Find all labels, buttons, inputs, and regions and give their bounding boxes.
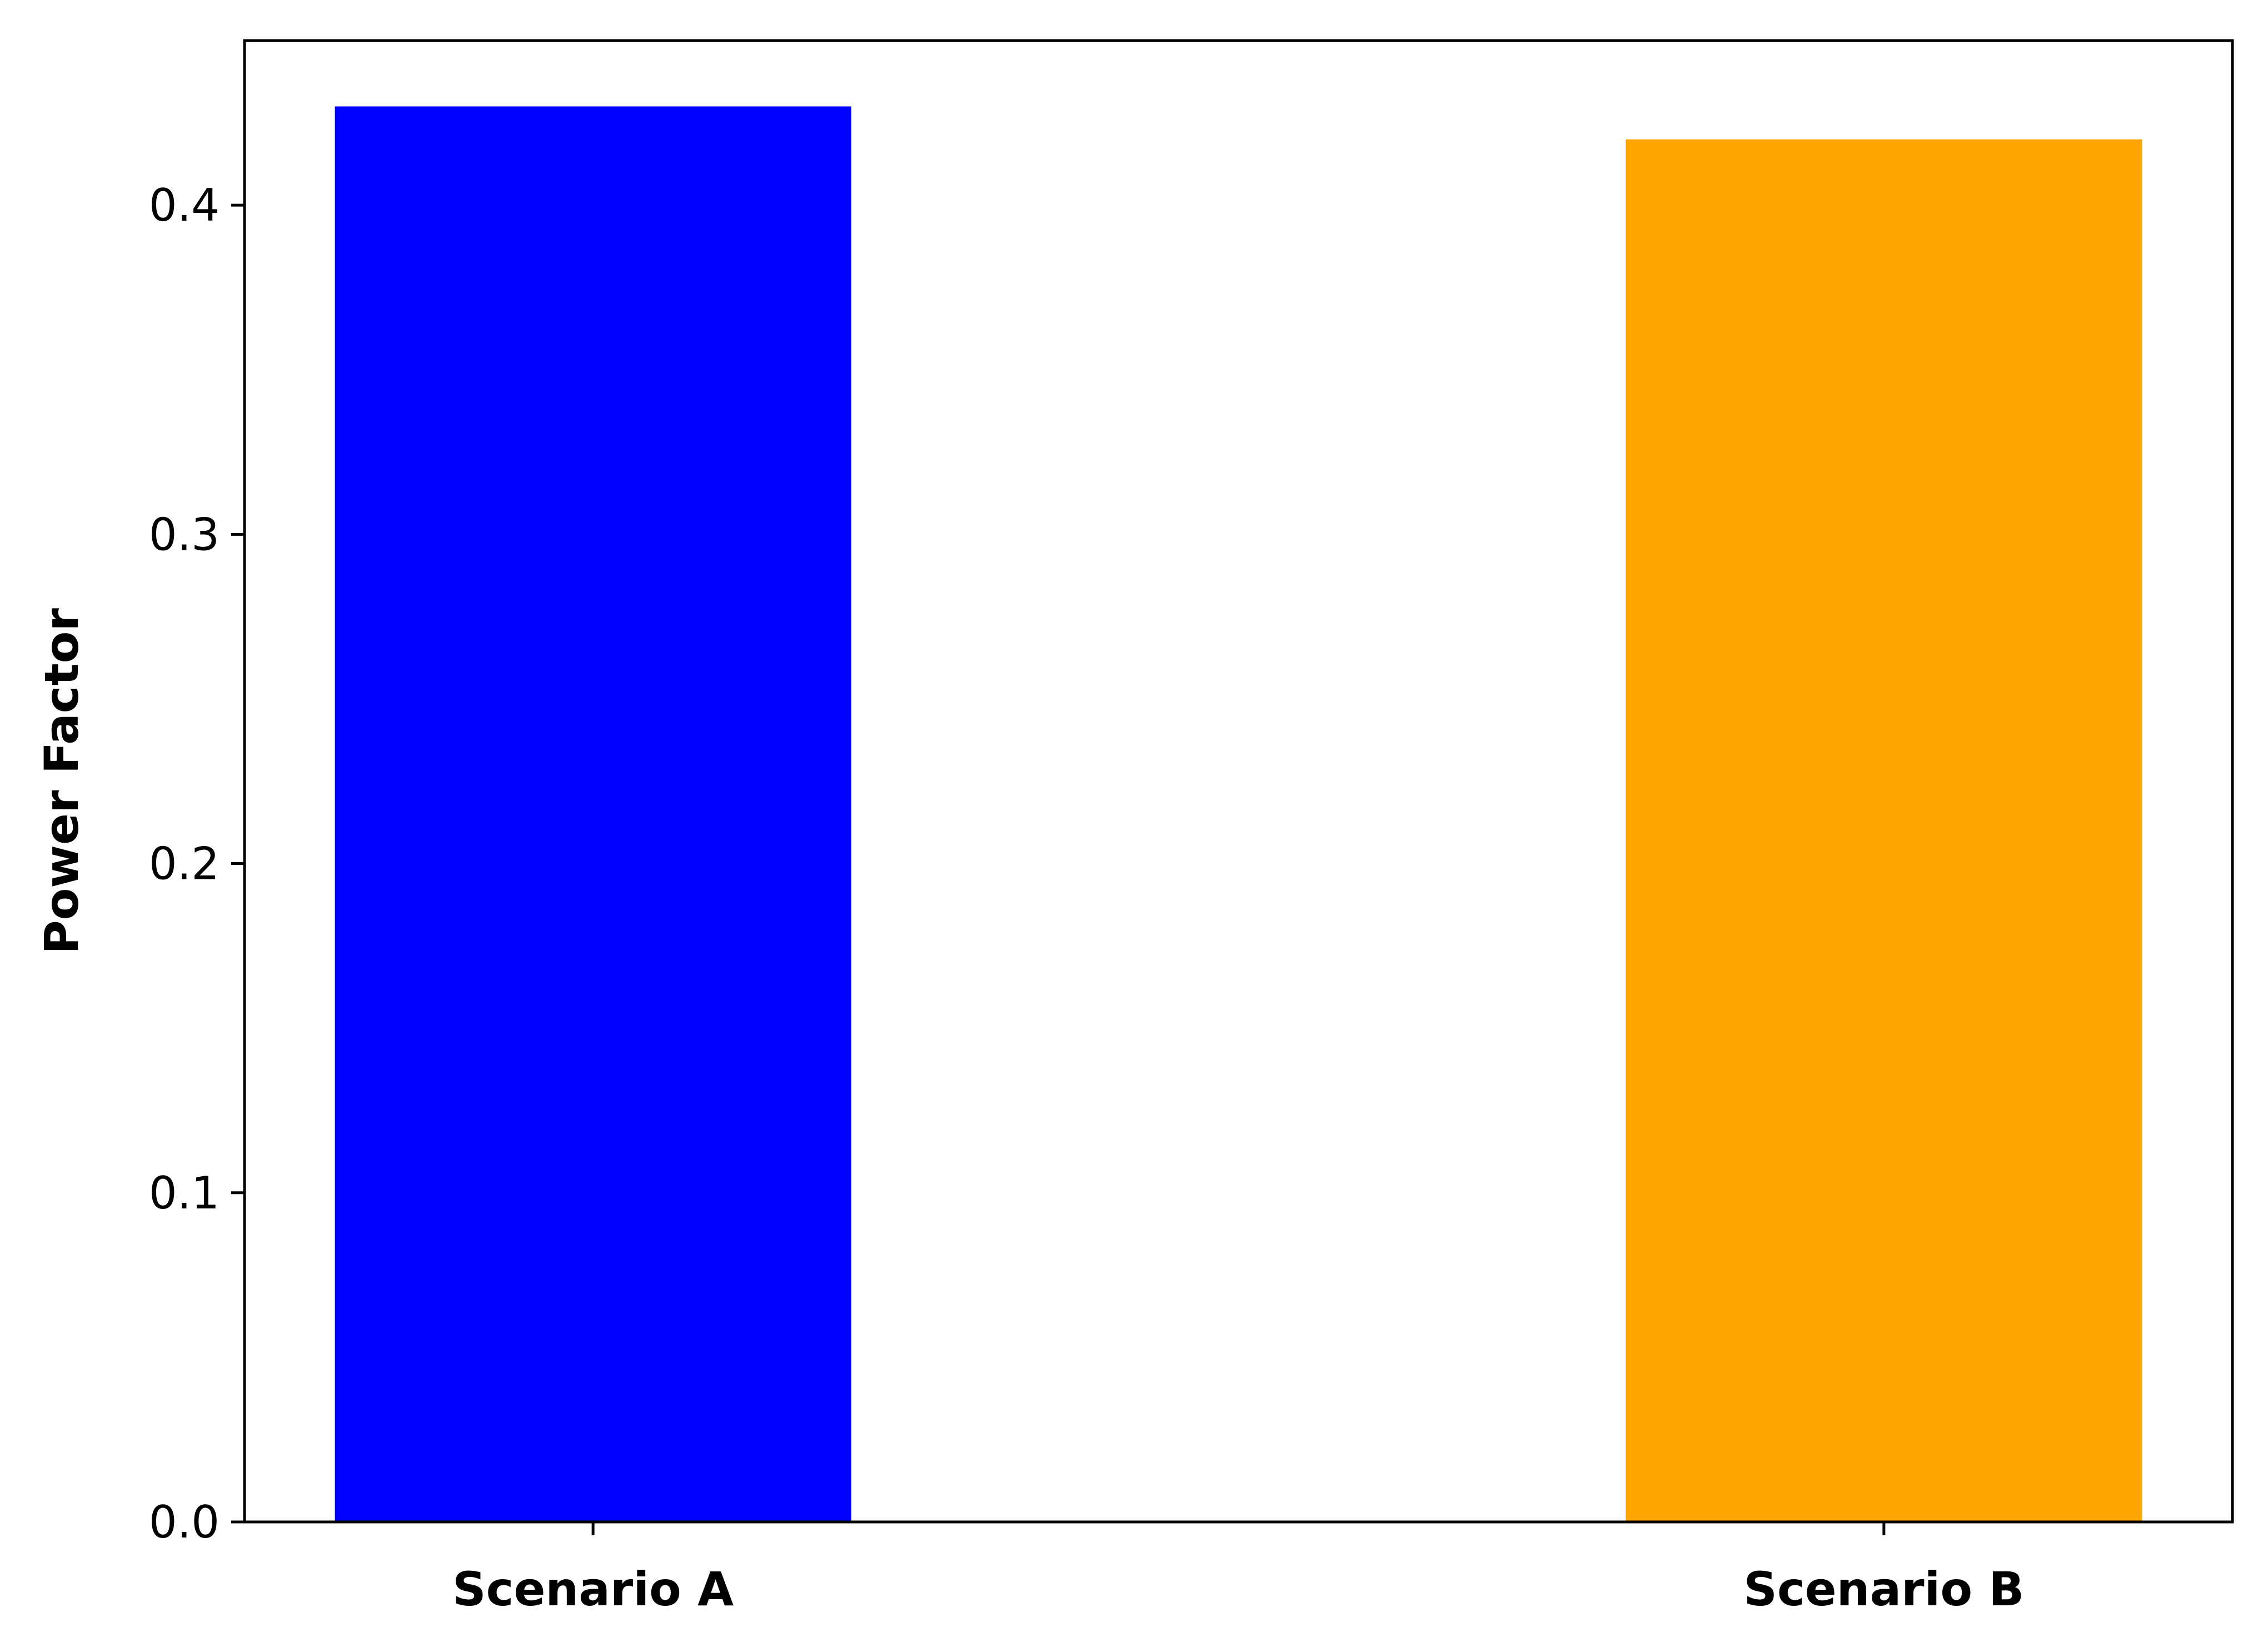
- x-axis-ticks: Scenario A Scenario B: [452, 1522, 2024, 1616]
- bar-scenario-b: [1626, 139, 2142, 1522]
- y-axis-title: Power Factor: [34, 608, 89, 954]
- y-tick-label: 0.4: [149, 180, 220, 231]
- plot-frame: [243, 39, 2234, 1524]
- y-tick-label: 0.3: [149, 509, 220, 560]
- x-tick-label: Scenario A: [452, 1562, 734, 1616]
- bar-scenario-a: [335, 106, 851, 1522]
- y-tick-label: 0.0: [149, 1496, 220, 1548]
- y-tick-label: 0.2: [149, 838, 220, 890]
- y-axis-ticks: 0.0 0.1 0.2 0.3 0.4: [149, 180, 245, 1548]
- axes-layer: [243, 39, 2234, 1524]
- bars-layer: [335, 106, 2142, 1522]
- x-tick-label: Scenario B: [1743, 1562, 2024, 1616]
- y-tick-label: 0.1: [149, 1167, 220, 1219]
